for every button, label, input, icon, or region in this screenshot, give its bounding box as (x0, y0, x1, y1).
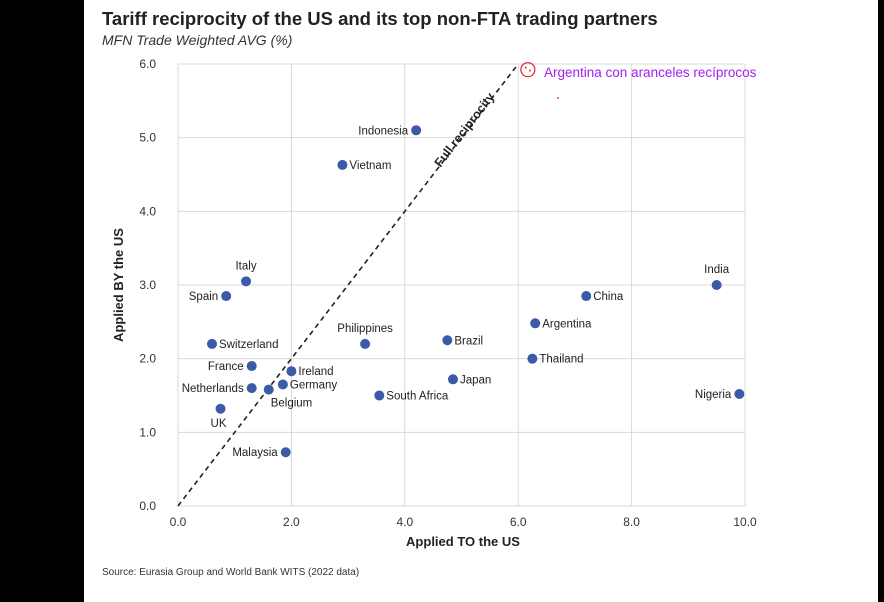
point-label: Switzerland (219, 339, 278, 351)
annotation-circle (520, 62, 536, 78)
data-point (581, 291, 592, 302)
tick-labels: 0.0 2.0 4.0 6.0 8.0 10.0 0.0 1.0 2.0 3.0 4.0 5.0 6.0 (139, 57, 757, 529)
chart-subtitle: MFN Trade Weighted AVG (%) (102, 32, 293, 48)
point-label: Germany (290, 379, 338, 391)
point-label: Argentina (542, 318, 592, 330)
chart-frame: Tariff reciprocity of the US and its top… (84, 0, 878, 602)
data-point (246, 383, 257, 394)
data-point (411, 125, 422, 136)
point-label: Netherlands (182, 383, 244, 395)
point-label: Ireland (298, 366, 333, 378)
x-tick-label: 4.0 (396, 515, 413, 529)
source-note: Source: Eurasia Group and World Bank WIT… (102, 567, 360, 578)
point-label: Brazil (454, 335, 483, 347)
point-label: South Africa (386, 391, 449, 403)
x-tick-label: 8.0 (623, 515, 640, 529)
x-tick-label: 6.0 (510, 515, 527, 529)
y-tick-label: 2.0 (139, 352, 156, 366)
x-axis-title: Applied TO the US (406, 534, 520, 549)
point-label: Malaysia (232, 447, 278, 459)
point-label: India (704, 264, 730, 276)
data-points: Indonesia Vietnam Italy Spain Switzerland Fra… (182, 125, 745, 459)
data-point (221, 291, 232, 302)
annotation-group: Argentina con aranceles recíprocos (520, 62, 757, 99)
data-point (207, 338, 218, 349)
data-point (280, 447, 291, 458)
point-label: France (208, 361, 244, 373)
data-point (241, 276, 252, 287)
data-point (711, 280, 722, 290)
reference-line-label: Full reciprocity (432, 90, 498, 170)
data-point (734, 389, 745, 400)
data-point (447, 374, 458, 385)
data-point (530, 318, 541, 329)
annotation-mark (528, 69, 531, 72)
x-tick-label: 2.0 (283, 515, 300, 529)
point-label: Belgium (271, 398, 313, 410)
y-tick-label: 0.0 (139, 499, 156, 513)
reference-line (177, 63, 519, 507)
point-label: Vietnam (349, 160, 391, 172)
point-label: China (593, 291, 624, 303)
annotation-mark (524, 66, 527, 69)
point-label: Thailand (539, 354, 583, 366)
annotation-mark (557, 97, 559, 99)
point-label: Indonesia (358, 125, 408, 137)
point-label: Nigeria (695, 389, 732, 401)
point-label: Italy (235, 260, 256, 272)
point-label: Spain (189, 291, 218, 303)
data-point (442, 335, 453, 346)
y-axis-title: Applied BY the US (111, 228, 126, 342)
y-tick-label: 5.0 (139, 131, 156, 145)
data-point (286, 366, 297, 377)
chart-title: Tariff reciprocity of the US and its top… (102, 8, 658, 29)
y-tick-label: 1.0 (139, 425, 156, 439)
y-tick-label: 6.0 (139, 57, 156, 71)
data-point (263, 384, 274, 395)
data-point (360, 338, 371, 349)
point-label: Japan (460, 374, 491, 386)
grid-lines (177, 63, 746, 507)
data-point (527, 353, 538, 364)
x-tick-label: 0.0 (170, 515, 187, 529)
y-tick-label: 4.0 (139, 204, 156, 218)
point-label: UK (211, 418, 227, 430)
x-tick-label: 10.0 (733, 515, 757, 529)
data-point (215, 403, 226, 414)
data-point (374, 390, 385, 401)
annotation-text: Argentina con aranceles recíprocos (544, 65, 757, 80)
data-point (337, 159, 348, 170)
data-point (277, 379, 288, 390)
scatter-plot: 0.0 2.0 4.0 6.0 8.0 10.0 0.0 1.0 2.0 3.0 4.0 5.0 6.0… (111, 57, 757, 549)
y-tick-label: 3.0 (139, 278, 156, 292)
point-label: Philippines (337, 323, 393, 335)
data-point (246, 361, 257, 372)
